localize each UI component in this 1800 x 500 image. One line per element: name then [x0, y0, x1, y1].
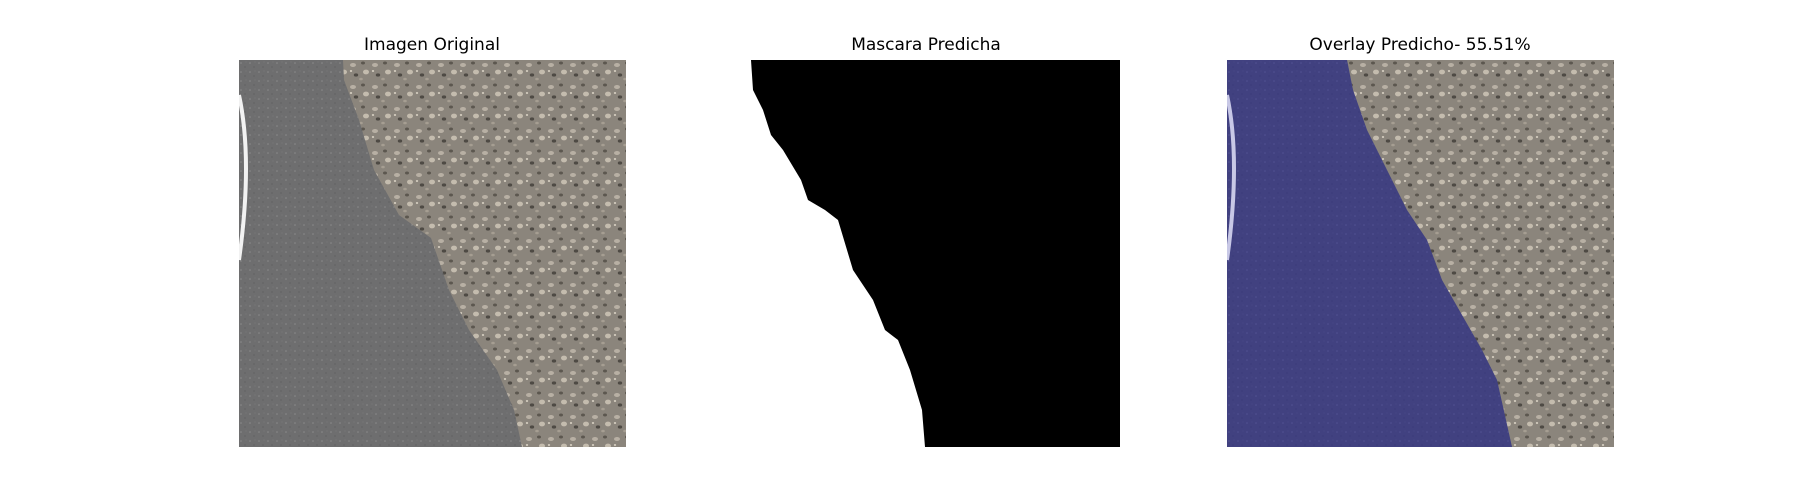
overlay-image: [1227, 60, 1614, 447]
predicted-mask: [733, 60, 1120, 447]
panel-title-overlay: Overlay Predicho- 55.51%: [1309, 35, 1531, 55]
panel-title-mask: Mascara Predicha: [851, 35, 1001, 55]
panel-title-original: Imagen Original: [364, 35, 500, 55]
original-image: [239, 60, 626, 447]
